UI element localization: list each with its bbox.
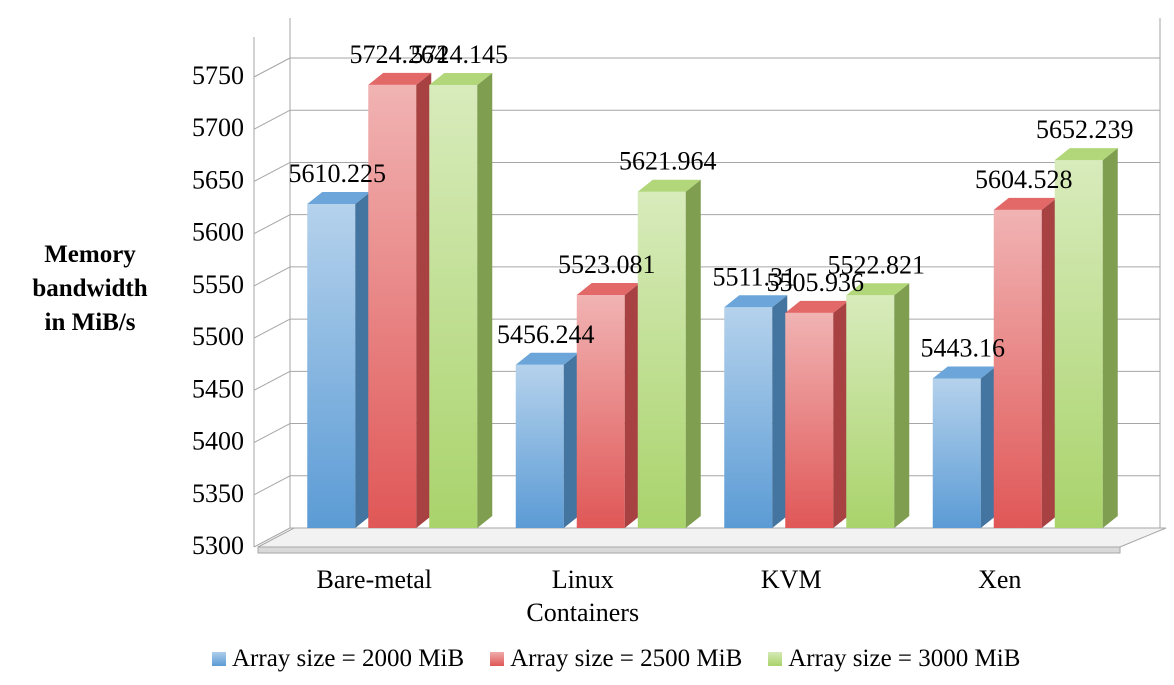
x-tick-label: KVM <box>761 565 822 594</box>
data-label: 5505.936 <box>767 268 865 297</box>
legend-item: Array size = 2500 MiB <box>490 645 742 673</box>
bar <box>1054 160 1103 528</box>
bar-top <box>724 295 788 308</box>
bar-top <box>785 300 849 313</box>
y-tick-label: 5600 <box>192 218 244 247</box>
gridline-depth <box>253 475 291 496</box>
bar-side <box>980 366 996 528</box>
bar-side <box>1102 148 1118 528</box>
legend-label: Array size = 3000 MiB <box>788 645 1021 672</box>
data-label: 5652.239 <box>1036 115 1134 144</box>
bar-top <box>307 191 371 204</box>
bar-top <box>993 197 1057 210</box>
data-label: 5443.16 <box>921 333 1006 362</box>
x-tick-label: Xen <box>978 565 1021 594</box>
bar-top <box>932 366 996 379</box>
bar <box>515 364 564 528</box>
data-label: 5456.244 <box>497 320 595 349</box>
bar <box>724 307 773 528</box>
y-tick-label: 5650 <box>192 165 244 194</box>
bar-top <box>429 73 493 86</box>
legend: Array size = 2000 MiB Array size = 2500 M… <box>212 642 1020 676</box>
bar-side <box>833 300 849 528</box>
bar-side <box>1041 197 1057 528</box>
bar-top <box>368 72 432 85</box>
bar <box>307 203 356 528</box>
bar <box>993 209 1042 528</box>
data-label: 5604.528 <box>975 165 1073 194</box>
y-tick-label: 5750 <box>192 61 244 90</box>
data-label: 5511.31 <box>712 262 796 291</box>
bar-side <box>355 191 371 528</box>
bar <box>576 295 625 528</box>
gridline-depth <box>253 266 291 287</box>
y-tick-label: 5300 <box>192 531 244 560</box>
y-tick-label: 5350 <box>192 479 244 508</box>
x-tick-label: Bare-metal <box>317 565 433 594</box>
data-label: 5523.081 <box>558 250 656 279</box>
bar-side <box>624 283 640 528</box>
bar <box>429 85 478 528</box>
gridline-depth <box>253 527 291 548</box>
bar <box>785 312 834 528</box>
y-tick-label: 5400 <box>192 427 244 456</box>
gridline-depth <box>253 57 291 78</box>
gridline-depth <box>253 318 291 339</box>
bar <box>368 84 417 528</box>
legend-label: Array size = 2000 MiB <box>232 645 465 672</box>
data-label: 5522.821 <box>828 250 926 279</box>
bar-top <box>1054 148 1118 161</box>
bar-side <box>563 352 579 528</box>
x-tick-label: Linux Containers <box>526 565 639 627</box>
gridline-depth <box>253 214 291 235</box>
bar <box>932 378 981 528</box>
bar-side <box>894 283 910 528</box>
bar-side <box>685 179 701 528</box>
legend-swatch <box>212 652 226 666</box>
bar-side <box>772 295 788 528</box>
gridline-depth <box>253 109 291 130</box>
bar-side <box>416 72 432 528</box>
chart-floor-edge <box>257 546 1121 554</box>
gridline-depth <box>253 162 291 182</box>
gridline-depth <box>253 423 291 443</box>
y-tick-label: 5500 <box>192 322 244 351</box>
bar-top <box>846 283 910 296</box>
bar <box>637 191 686 528</box>
data-label: 5621.964 <box>619 147 717 176</box>
bar-top <box>637 179 701 192</box>
legend-swatch <box>768 652 783 666</box>
y-tick-label: 5700 <box>192 113 244 142</box>
y-tick-label: 5450 <box>192 374 244 403</box>
bar-top <box>576 283 640 296</box>
data-label: 5610.225 <box>289 159 387 188</box>
legend-item: Array size = 2000 MiB <box>212 645 464 673</box>
bar-side <box>477 73 493 528</box>
legend-swatch <box>490 652 505 666</box>
legend-label: Array size = 2500 MiB <box>510 645 743 672</box>
bar-top <box>515 352 579 365</box>
data-label: 5724.264 <box>350 40 448 69</box>
y-axis-label: Memory bandwidth in MiB/s <box>32 241 148 336</box>
gridline-depth <box>253 370 291 391</box>
chart-floor <box>257 527 1167 548</box>
legend-item: Array size = 3000 MiB <box>768 645 1020 673</box>
y-tick-label: 5550 <box>192 270 244 299</box>
data-label: 5724.145 <box>411 40 509 69</box>
bar <box>846 295 895 528</box>
